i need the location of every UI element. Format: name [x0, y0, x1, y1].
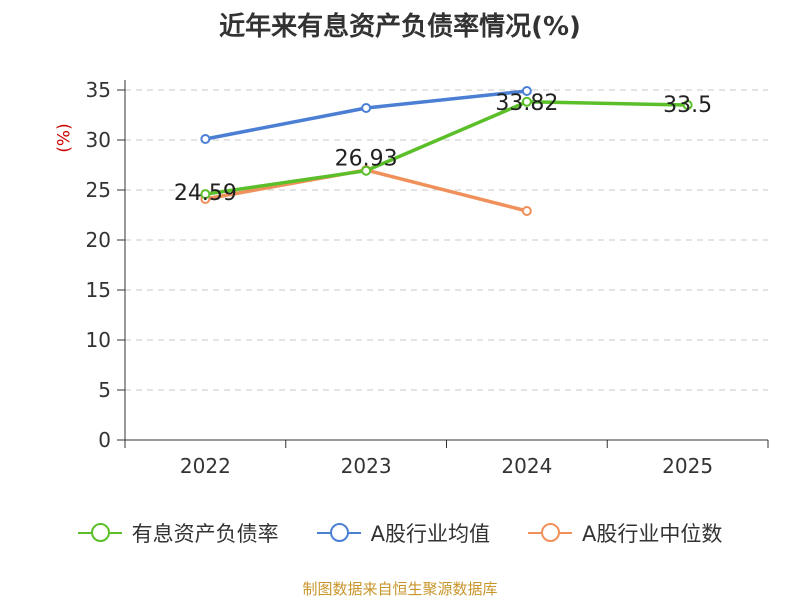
x-tick-label: 2022	[180, 454, 231, 478]
y-tick-label: 0	[98, 428, 111, 452]
y-tick-label: 25	[86, 178, 111, 202]
data-label: 24.59	[174, 181, 237, 206]
data-label: 33.82	[495, 91, 558, 116]
legend-swatch-industry-mean	[316, 523, 361, 543]
data-point	[361, 165, 372, 176]
legend-label-debt-ratio: 有息资产负债率	[131, 522, 279, 546]
data-point	[200, 189, 211, 200]
legend-item-debt-ratio[interactable]: 有息资产负债率	[77, 518, 279, 548]
legend-circle-icon	[541, 523, 560, 542]
data-point	[682, 100, 693, 110]
legend-swatch-industry-median	[528, 523, 572, 543]
data-source-note: 制图数据来自恒生聚源数据库	[302, 580, 498, 598]
x-tick-label: 2023	[341, 454, 392, 478]
y-tick-label: 10	[86, 328, 111, 352]
legend-circle-icon	[329, 523, 349, 542]
y-tick-label: 20	[86, 228, 111, 252]
data-label: 26.93	[335, 147, 398, 172]
legend-label-industry-median: A股行业中位数	[582, 522, 723, 546]
series-line-0	[205, 100, 688, 196]
legend-item-industry-median[interactable]: A股行业中位数	[528, 518, 722, 548]
y-tick-label: 15	[86, 278, 111, 302]
legend-item-industry-mean[interactable]: A股行业均值	[316, 518, 490, 548]
legend-circle-icon	[90, 523, 110, 542]
x-tick-label: 2025	[662, 454, 713, 478]
series-line-1	[205, 89, 528, 141]
chart-title: 近年来有息资产负债率情况(%)	[219, 12, 581, 42]
legend-label-industry-mean: A股行业均值	[370, 522, 490, 546]
x-tick-label: 2024	[501, 454, 552, 478]
data-label: 33.5	[663, 93, 712, 118]
data-point	[361, 103, 372, 113]
data-point	[200, 134, 211, 144]
legend: 有息资产负债率 A股行业均值 A股行业中位数	[0, 518, 800, 548]
y-tick-label: 5	[98, 378, 111, 402]
data-point	[521, 86, 532, 96]
legend-swatch-debt-ratio	[77, 523, 122, 543]
data-point	[521, 96, 532, 107]
y-tick-label: 35	[86, 78, 111, 102]
data-point	[521, 206, 532, 216]
y-tick-label: 30	[86, 128, 111, 152]
